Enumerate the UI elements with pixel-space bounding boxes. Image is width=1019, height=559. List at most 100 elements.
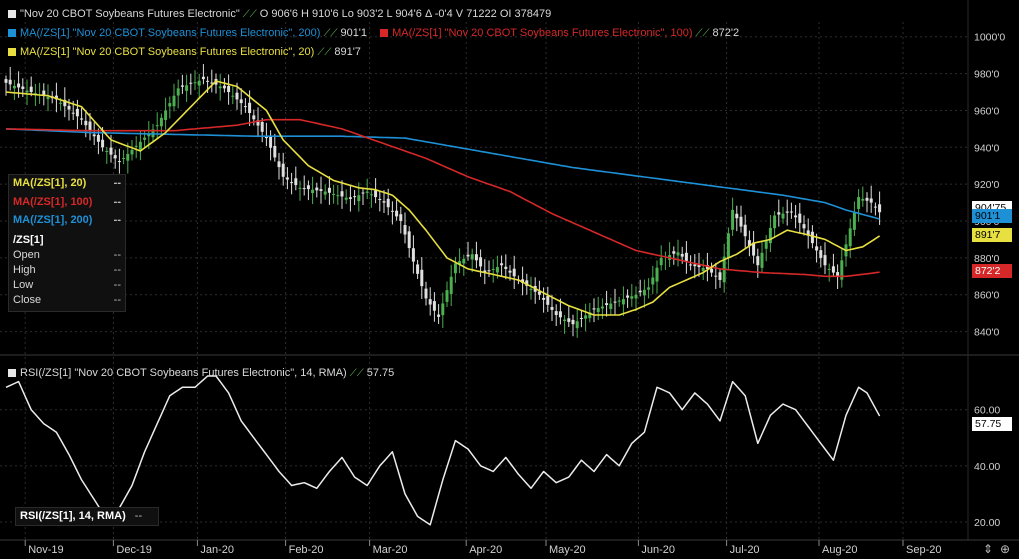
candle-body xyxy=(823,255,827,266)
candle-body xyxy=(105,150,109,152)
candle-body xyxy=(596,307,600,313)
ma200-label[interactable]: MA(/ZS[1] "Nov 20 CBOT Soybeans Futures … xyxy=(20,27,321,39)
candle-body xyxy=(831,266,835,273)
rsi-line xyxy=(5,375,881,526)
ma100-line xyxy=(5,118,880,278)
study-wave-icon[interactable]: ⟋⟋ xyxy=(242,9,257,20)
candle-body xyxy=(218,86,222,89)
candle-body xyxy=(626,295,630,298)
candle-body xyxy=(571,319,575,325)
candle-body xyxy=(806,230,810,236)
candle-body xyxy=(311,189,315,194)
candle-body xyxy=(109,147,113,155)
candle-body xyxy=(67,105,71,110)
legend-high-value: -- xyxy=(113,264,121,276)
ma20-label[interactable]: MA(/ZS[1] "Nov 20 CBOT Soybeans Futures … xyxy=(20,46,315,58)
candle-body xyxy=(75,108,79,117)
candle-body xyxy=(390,210,394,212)
candle-body xyxy=(756,256,760,266)
month-label: Jan-20 xyxy=(200,544,234,556)
month-label: Aug-20 xyxy=(822,544,857,556)
candle-body xyxy=(193,82,197,84)
candle-body xyxy=(138,141,142,150)
candle-body xyxy=(672,251,676,254)
candle-body xyxy=(542,297,546,300)
candle-body xyxy=(634,294,638,299)
candle-body xyxy=(117,161,121,163)
price-tick-label: 980'0 xyxy=(974,69,1000,81)
candle-body xyxy=(647,287,651,290)
legend-ma200-label: MA(/ZS[1], 200) xyxy=(13,214,93,226)
candle-body xyxy=(453,263,457,274)
candle-body xyxy=(437,314,441,317)
candle-body xyxy=(235,92,239,100)
rsi-legend-value: -- xyxy=(134,510,143,522)
candle-body xyxy=(374,190,378,198)
legend-ma100-label: MA(/ZS[1], 100) xyxy=(13,196,93,208)
candle-body xyxy=(458,261,462,265)
candle-body xyxy=(474,254,478,261)
candle-body xyxy=(88,121,92,131)
candle-body xyxy=(420,269,424,287)
candle-body xyxy=(558,311,562,318)
candle-body xyxy=(487,270,491,272)
candle-body xyxy=(8,79,12,85)
candle-body xyxy=(546,295,550,305)
candle-body xyxy=(92,134,96,137)
ma-legend-line-2: MA(/ZS[1] "Nov 20 CBOT Soybeans Futures … xyxy=(8,45,361,60)
month-label: Mar-20 xyxy=(373,544,408,556)
candle-body xyxy=(42,90,46,96)
candle-body xyxy=(697,263,701,268)
candle-body xyxy=(642,289,646,296)
candle-body xyxy=(529,288,533,290)
candle-body xyxy=(361,192,365,194)
candle-body xyxy=(819,250,823,258)
candle-body xyxy=(613,301,617,303)
candle-body xyxy=(676,252,680,256)
study-wave-icon[interactable]: ⟋⟋ xyxy=(323,28,338,39)
candle-body xyxy=(789,211,793,213)
candle-body xyxy=(773,215,777,229)
candle-body xyxy=(726,233,730,258)
candle-body xyxy=(243,106,247,108)
candle-body xyxy=(508,270,512,273)
rsi-tick-label: 60.00 xyxy=(974,405,1000,417)
candle-body xyxy=(357,195,361,202)
candle-body xyxy=(537,291,541,295)
study-wave-icon[interactable]: ⟋⟋ xyxy=(695,28,710,39)
price-tick-label: 940'0 xyxy=(974,142,1000,154)
study-wave-icon[interactable]: ⟋⟋ xyxy=(349,368,364,379)
study-wave-icon[interactable]: ⟋⟋ xyxy=(317,47,332,58)
candle-body xyxy=(441,303,445,316)
candle-body xyxy=(621,299,625,305)
rsi-legend-box: RSI(/ZS[1], 14, RMA) -- xyxy=(15,507,159,526)
candle-body xyxy=(4,79,8,83)
legend-close-value: -- xyxy=(113,294,121,306)
candle-body xyxy=(609,303,613,309)
ma100-label[interactable]: MA(/ZS[1] "Nov 20 CBOT Soybeans Futures … xyxy=(392,27,693,39)
candle-body xyxy=(848,228,852,247)
price-tick-label: 960'0 xyxy=(974,105,1000,117)
rsi-price-tag: 57.75 xyxy=(972,417,1012,431)
candle-body xyxy=(227,85,231,93)
price-tick-label: 860'0 xyxy=(974,290,1000,302)
data-legend-box: MA(/ZS[1], 20) -- MA(/ZS[1], 100) -- MA(/Z… xyxy=(8,174,126,312)
candle-body xyxy=(584,315,588,319)
ma20-line xyxy=(5,80,881,316)
candle-body xyxy=(185,85,189,91)
candle-body xyxy=(798,213,802,223)
candle-body xyxy=(378,198,382,200)
candle-body xyxy=(260,122,264,132)
candle-body xyxy=(33,93,37,95)
candle-body xyxy=(525,280,529,286)
rsi-title[interactable]: RSI(/ZS[1] "Nov 20 CBOT Soybeans Futures… xyxy=(20,367,347,379)
candle-body xyxy=(285,177,289,180)
candle-body xyxy=(222,85,226,89)
candle-body xyxy=(869,198,873,203)
candle-body xyxy=(411,248,415,262)
candle-body xyxy=(348,197,352,199)
candle-body xyxy=(134,145,138,147)
rsi-swatch xyxy=(8,369,16,377)
candle-body xyxy=(445,290,449,302)
